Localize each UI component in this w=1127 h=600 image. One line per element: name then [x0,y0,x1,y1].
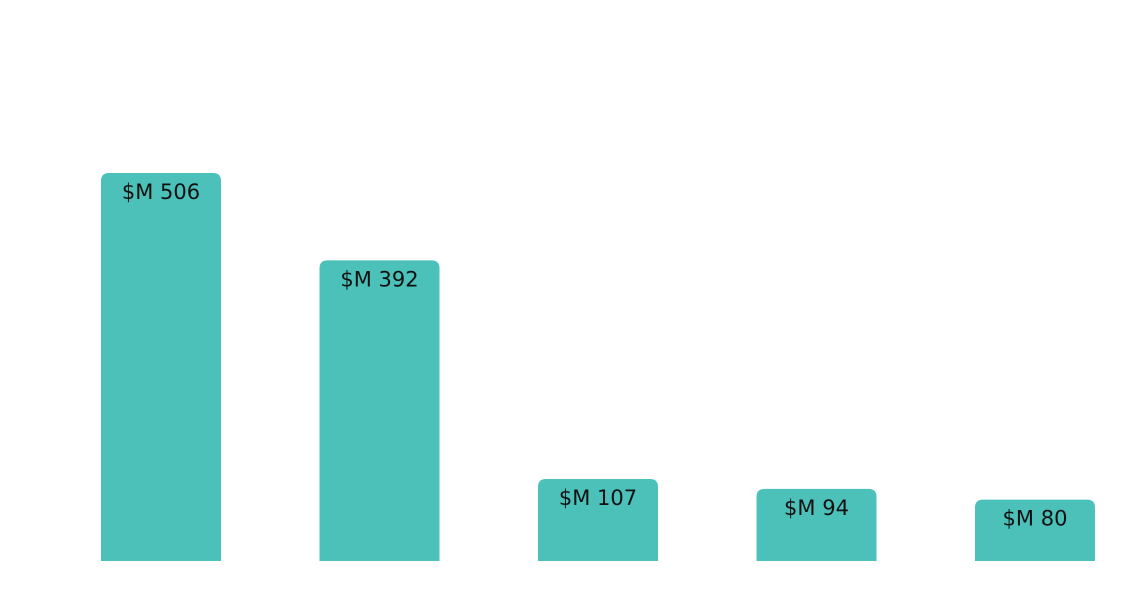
bar-value-label-5: $M 80 [1003,507,1068,531]
bar-value-label-3: $M 107 [559,486,637,510]
data-labels-group: $M 506 $M 392 $M 107 $M 94 $M 80 [122,180,1068,531]
bar-5 [975,499,1095,561]
bar-value-label-1: $M 506 [122,180,200,204]
bar-3 [538,478,658,561]
bar-4 [756,488,877,561]
bar-2 [319,260,440,561]
bar-value-label-2: $M 392 [340,267,418,291]
bar-value-label-4: $M 94 [784,496,849,520]
bar-1 [101,173,221,561]
bars-group [101,173,1095,561]
